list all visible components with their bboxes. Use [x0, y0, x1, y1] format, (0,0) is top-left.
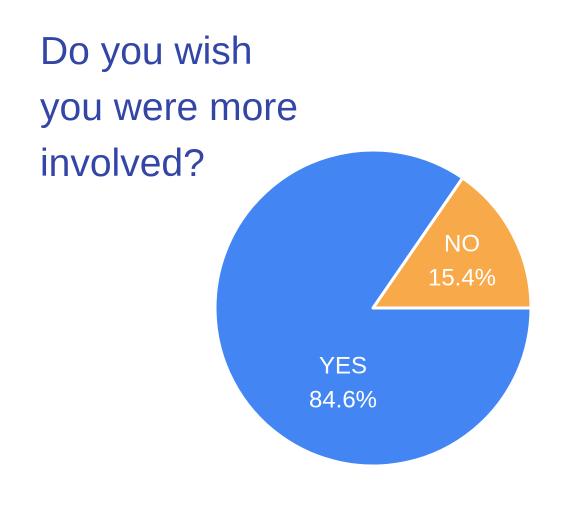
pie-slice [213, 148, 533, 468]
title-line: involved? [40, 142, 205, 185]
slice-label: NO [444, 230, 480, 257]
title-line: Do you wish [40, 30, 252, 73]
value-label: 84.6% [309, 386, 377, 413]
slice-label: YES [319, 352, 367, 379]
title-line: you were more [40, 86, 298, 129]
pie-slice [371, 176, 533, 310]
value-label: 15.4% [428, 264, 496, 291]
